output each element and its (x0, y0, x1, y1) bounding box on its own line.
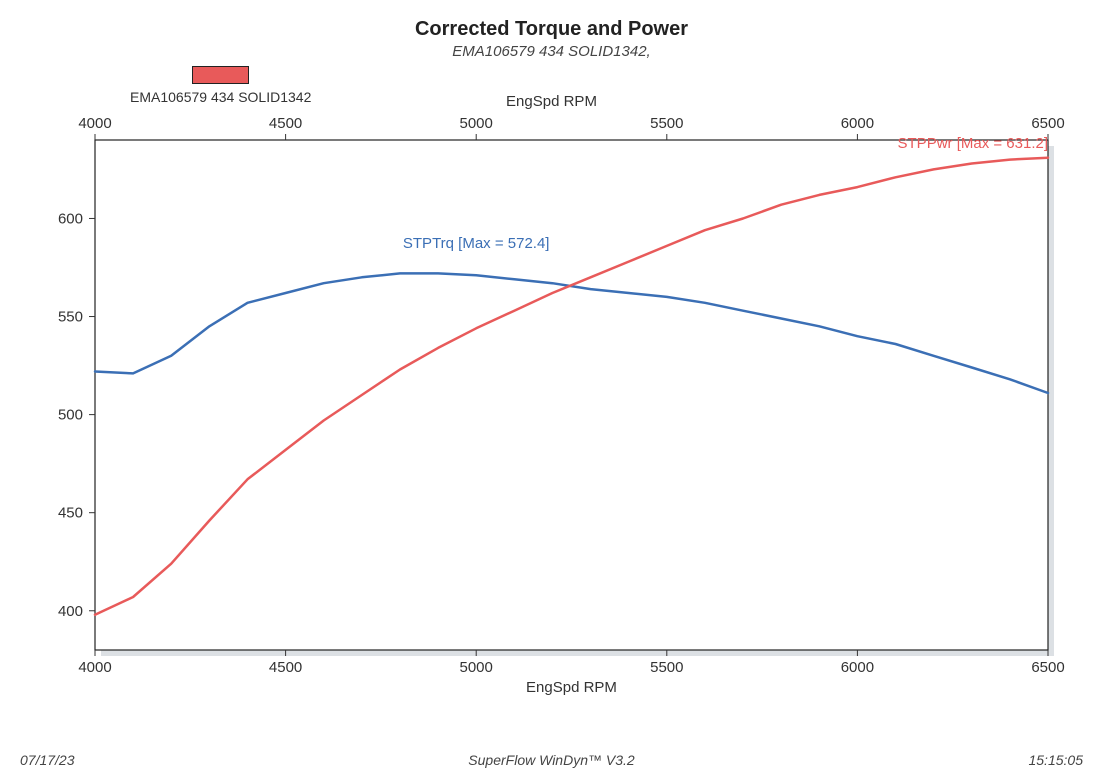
svg-text:6000: 6000 (841, 115, 874, 132)
svg-text:5500: 5500 (650, 115, 683, 132)
series-label-stptrq: STPTrq [Max = 572.4] (403, 235, 550, 252)
svg-text:4500: 4500 (269, 115, 302, 132)
chart-subtitle: EMA106579 434 SOLID1342, (0, 43, 1103, 60)
chart-title: Corrected Torque and Power (0, 18, 1103, 41)
svg-text:450: 450 (58, 505, 83, 522)
chart-svg: 4000 4000 4500 4500 5000 5000 5500 5500 6000 6000… (25, 110, 1078, 710)
svg-text:EngSpd RPM: EngSpd RPM (526, 679, 617, 696)
footer-time: 15:15:05 (1028, 752, 1083, 768)
svg-text:5000: 5000 (460, 659, 493, 676)
svg-text:5000: 5000 (460, 115, 493, 132)
footer: 07/17/23 SuperFlow WinDyn™ V3.2 15:15:05 (20, 752, 1083, 768)
svg-text:6500: 6500 (1031, 659, 1064, 676)
series-label-stppwr: STPPwr [Max = 631.2] (898, 135, 1048, 152)
legend: EMA106579 434 SOLID1342 (130, 66, 311, 105)
svg-text:500: 500 (58, 407, 83, 424)
svg-text:400: 400 (58, 603, 83, 620)
svg-text:550: 550 (58, 309, 83, 326)
footer-date: 07/17/23 (20, 752, 75, 768)
chart-area: 4000 4000 4500 4500 5000 5000 5500 5500 6000 6000… (25, 110, 1078, 710)
svg-text:4500: 4500 (269, 659, 302, 676)
legend-label: EMA106579 434 SOLID1342 (130, 89, 311, 105)
svg-text:6000: 6000 (841, 659, 874, 676)
svg-text:4000: 4000 (78, 659, 111, 676)
legend-swatch (192, 66, 249, 84)
svg-text:6500: 6500 (1031, 115, 1064, 132)
top-x-axis-label: EngSpd RPM (506, 93, 597, 110)
footer-software: SuperFlow WinDyn™ V3.2 (468, 752, 634, 768)
svg-text:4000: 4000 (78, 115, 111, 132)
svg-text:600: 600 (58, 210, 83, 227)
svg-text:5500: 5500 (650, 659, 683, 676)
